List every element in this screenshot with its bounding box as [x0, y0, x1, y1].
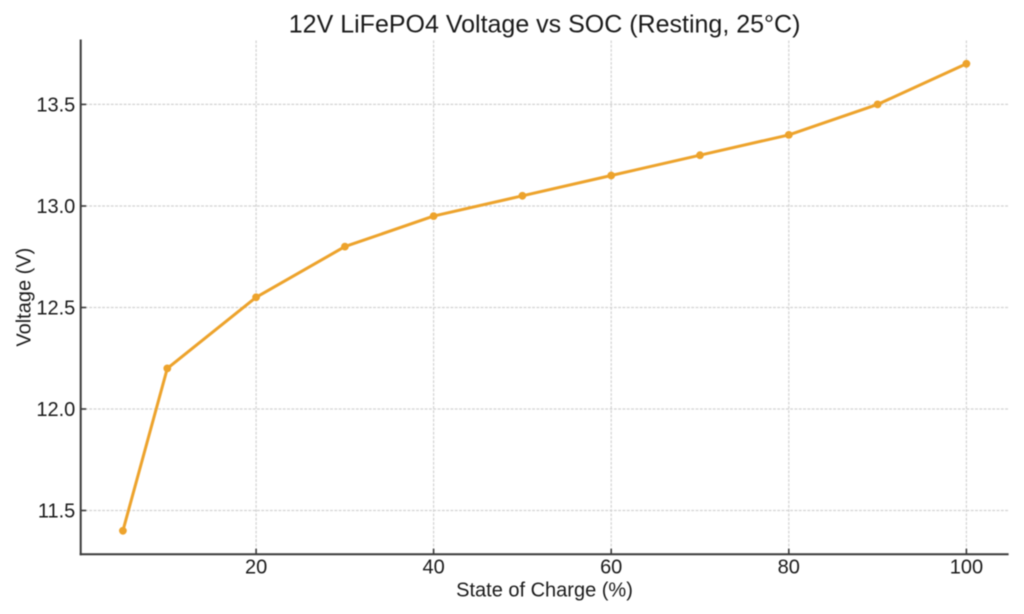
svg-text:100: 100 — [950, 556, 983, 578]
svg-text:12.0: 12.0 — [36, 399, 75, 421]
svg-text:13.0: 13.0 — [36, 196, 75, 218]
svg-text:60: 60 — [600, 556, 622, 578]
svg-text:11.5: 11.5 — [38, 501, 75, 523]
svg-text:Voltage (V): Voltage (V) — [13, 248, 35, 347]
svg-text:40: 40 — [422, 556, 444, 578]
svg-text:12.5: 12.5 — [36, 298, 75, 320]
svg-text:12V LiFePO4 Voltage vs SOC (Re: 12V LiFePO4 Voltage vs SOC (Resting, 25°… — [289, 11, 801, 39]
svg-text:State of Charge (%): State of Charge (%) — [456, 580, 633, 602]
svg-text:13.5: 13.5 — [36, 95, 75, 117]
svg-text:20: 20 — [245, 556, 267, 578]
svg-text:80: 80 — [778, 556, 800, 578]
